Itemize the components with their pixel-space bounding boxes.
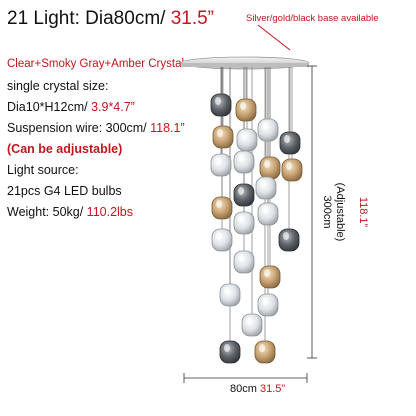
crystal-pendant xyxy=(257,202,279,226)
light-source-label: Light source: xyxy=(7,163,79,177)
color-options-text: Clear+Smoky Gray+Amber Crystal xyxy=(7,58,185,70)
crystal-pendant xyxy=(219,283,241,307)
crystal-highlight xyxy=(238,154,244,162)
bulbs-text: 21pcs G4 LED bulbs xyxy=(7,184,122,198)
base-color-note: Silver/gold/black base available xyxy=(246,13,379,24)
crystal-pendants xyxy=(210,93,303,364)
height-in-label: 118.1” xyxy=(357,197,369,228)
crystal-highlight xyxy=(238,254,244,262)
crystal-pendant xyxy=(255,176,277,200)
crystal-highlight xyxy=(262,122,268,130)
height-adjustable-label: (Adjustable) xyxy=(334,183,346,242)
base-note-pointer xyxy=(257,24,291,51)
crystal-pendant xyxy=(212,125,234,149)
crystal-pendant xyxy=(233,211,255,235)
crystal-highlight xyxy=(216,200,222,208)
ceiling-base-rim xyxy=(181,63,309,67)
crystal-highlight xyxy=(215,157,221,165)
crystal-pendant xyxy=(278,228,300,252)
crystal-pendant xyxy=(210,93,232,117)
weight-text: Weight: 50kg/ 110.2lbs xyxy=(7,205,134,219)
crystal-pendant xyxy=(235,98,257,122)
crystal-highlight xyxy=(264,269,270,277)
crystal-highlight xyxy=(241,132,247,140)
crystal-highlight xyxy=(260,180,266,188)
adjustable-note: (Can be adjustable) xyxy=(7,142,123,156)
crystal-pendant xyxy=(241,313,263,337)
crystal-highlight xyxy=(259,344,265,352)
crystal-pendant xyxy=(210,153,232,177)
crystal-highlight xyxy=(238,187,244,195)
crystal-pendant xyxy=(211,196,233,220)
crystal-highlight xyxy=(238,215,244,223)
crystal-pendant xyxy=(254,340,276,364)
crystal-pendant xyxy=(257,118,279,142)
crystal-size-value: Dia10*H12cm/ 3.9*4.7” xyxy=(7,100,135,114)
crystal-highlight xyxy=(286,162,292,170)
crystal-pendant xyxy=(233,183,255,207)
crystal-highlight xyxy=(216,232,222,240)
crystal-pendant xyxy=(233,150,255,174)
crystal-pendant xyxy=(236,128,258,152)
crystal-pendant xyxy=(233,250,255,274)
crystal-pendant xyxy=(257,293,279,317)
crystal-highlight xyxy=(264,160,270,168)
crystal-highlight xyxy=(217,129,223,137)
width-dimension-label: 80cm 31.5” xyxy=(230,383,286,395)
crystal-pendant xyxy=(281,158,303,182)
crystal-highlight xyxy=(240,102,246,110)
crystal-highlight xyxy=(283,232,289,240)
crystal-pendant xyxy=(219,340,241,364)
crystal-highlight xyxy=(224,344,230,352)
crystal-highlight xyxy=(284,135,290,143)
height-cm-label: 300cm xyxy=(321,195,333,228)
crystal-size-label: single crystal size: xyxy=(7,79,109,93)
crystal-highlight xyxy=(246,317,252,325)
crystal-highlight xyxy=(224,287,230,295)
crystal-highlight xyxy=(262,206,268,214)
page-title: 21 Light: Dia80cm/ 31.5” xyxy=(7,8,215,29)
crystal-highlight xyxy=(262,297,268,305)
crystal-pendant xyxy=(211,228,233,252)
suspension-wire-text: Suspension wire: 300cm/ 118.1” xyxy=(7,121,185,135)
crystal-pendant xyxy=(259,265,281,289)
crystal-highlight xyxy=(215,97,221,105)
crystal-pendant xyxy=(259,156,281,180)
crystal-pendant xyxy=(279,131,301,155)
